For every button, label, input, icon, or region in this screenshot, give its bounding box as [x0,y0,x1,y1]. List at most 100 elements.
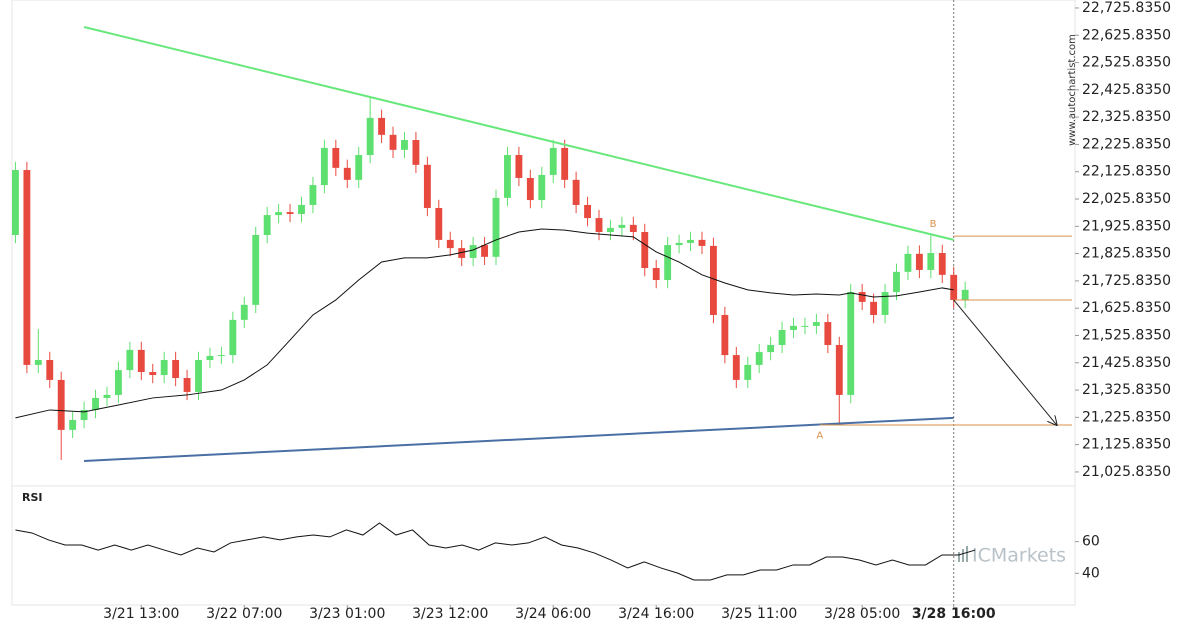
candle-body [286,212,294,214]
candle-body [744,364,752,380]
candle-body [618,224,626,228]
candle-body [504,155,511,198]
candle-body [172,359,180,379]
y-tick-label: 22,025.8350 [1082,191,1171,207]
candle-body [641,231,649,269]
candle-body [343,167,351,180]
candle-body [538,174,546,201]
candle-body [320,147,328,186]
logo-mark [958,546,968,562]
y-tick-label: 21,925.8350 [1082,218,1171,234]
candle-body [675,242,683,246]
y-tick-label: 21,225.8350 [1082,409,1171,425]
candle-body [46,359,54,380]
candle-body [492,197,500,257]
candle-body [275,212,283,216]
x-tick-label: 3/28 16:00 [912,606,996,622]
candle-body [183,378,191,392]
candle-body [332,147,340,168]
candle-body [835,344,843,395]
y-tick-label: 22,125.8350 [1082,164,1171,180]
candle-body [240,304,248,320]
y-tick-label: 21,525.8350 [1082,327,1171,343]
candle-body [149,372,157,376]
candle-body [881,292,889,315]
candle-body [595,218,603,232]
candle-body [92,397,99,410]
candle-body [80,409,88,421]
candle-body [664,245,672,281]
x-tick-label: 3/21 13:00 [103,606,179,622]
candle-body [893,271,900,293]
candle-body [732,355,740,380]
moving-average [15,228,954,419]
candle-body [355,155,363,180]
candle-body [698,239,706,246]
candle-body [401,140,408,150]
y-tick-label: 22,725.8350 [1082,0,1171,16]
y-tick-label: 21,425.8350 [1082,355,1171,371]
candle-body [309,185,317,205]
candle-body [23,170,31,365]
y-tick-label: 22,425.8350 [1082,82,1171,98]
candle-body [790,325,797,330]
candle-body [469,245,477,258]
candle-body [549,147,557,175]
forecast-arrow [953,299,1057,425]
x-tick-label: 3/23 12:00 [412,606,488,622]
candle-body [607,227,614,232]
candle-body [938,253,946,275]
y-tick-label: 22,525.8350 [1082,55,1171,71]
x-tick-label: 3/25 11:00 [721,606,797,622]
watermark: www.autochartist.com [1067,34,1078,146]
candle-body [435,207,443,240]
candle-body [858,292,866,302]
candle-body [915,253,923,270]
rsi-label: RSI [22,491,43,504]
candle-body [298,204,305,214]
candle-body [721,314,729,356]
candle-body [767,344,775,353]
candle-body [423,164,431,208]
candle-body [584,204,591,219]
candle-body [114,370,122,395]
pattern-point-label: A [816,430,823,441]
y-tick-label: 22,625.8350 [1082,27,1171,43]
x-tick-label: 3/24 16:00 [618,606,694,622]
candle-body [801,325,809,327]
y-tick-label: 21,625.8350 [1082,300,1171,316]
candle-body [950,274,958,300]
x-tick-label: 3/28 05:00 [824,606,900,622]
candle-body [904,253,912,272]
candle-body [126,349,134,371]
x-tick-label: 3/24 06:00 [515,606,591,622]
candle-body [446,239,454,249]
candle-body [572,179,580,205]
candle-body [870,301,878,315]
candle-body [366,117,374,156]
y-tick-label: 21,025.8350 [1082,464,1171,480]
trendline [83,26,954,241]
candle-body [217,355,225,357]
candle-body [378,117,386,135]
candle-body [629,224,637,232]
candle-body [252,234,260,305]
candle-body [515,155,523,178]
candle-body [481,245,489,257]
candle-body [778,329,786,345]
candle-body [263,215,271,235]
candle-body [927,253,935,270]
candle-body [69,420,77,430]
candle-body [12,170,19,235]
candle-body [206,355,214,360]
candle-body [526,177,534,201]
candle-body [847,292,855,395]
candle-body [160,359,168,376]
candle-body [389,134,397,150]
x-tick-label: 3/23 01:00 [309,606,385,622]
y-tick-label: 21,325.8350 [1082,382,1171,398]
y-tick-label: 21,825.8350 [1082,246,1171,262]
candle-body [458,248,466,258]
rsi-tick-label: 60 [1082,534,1100,550]
